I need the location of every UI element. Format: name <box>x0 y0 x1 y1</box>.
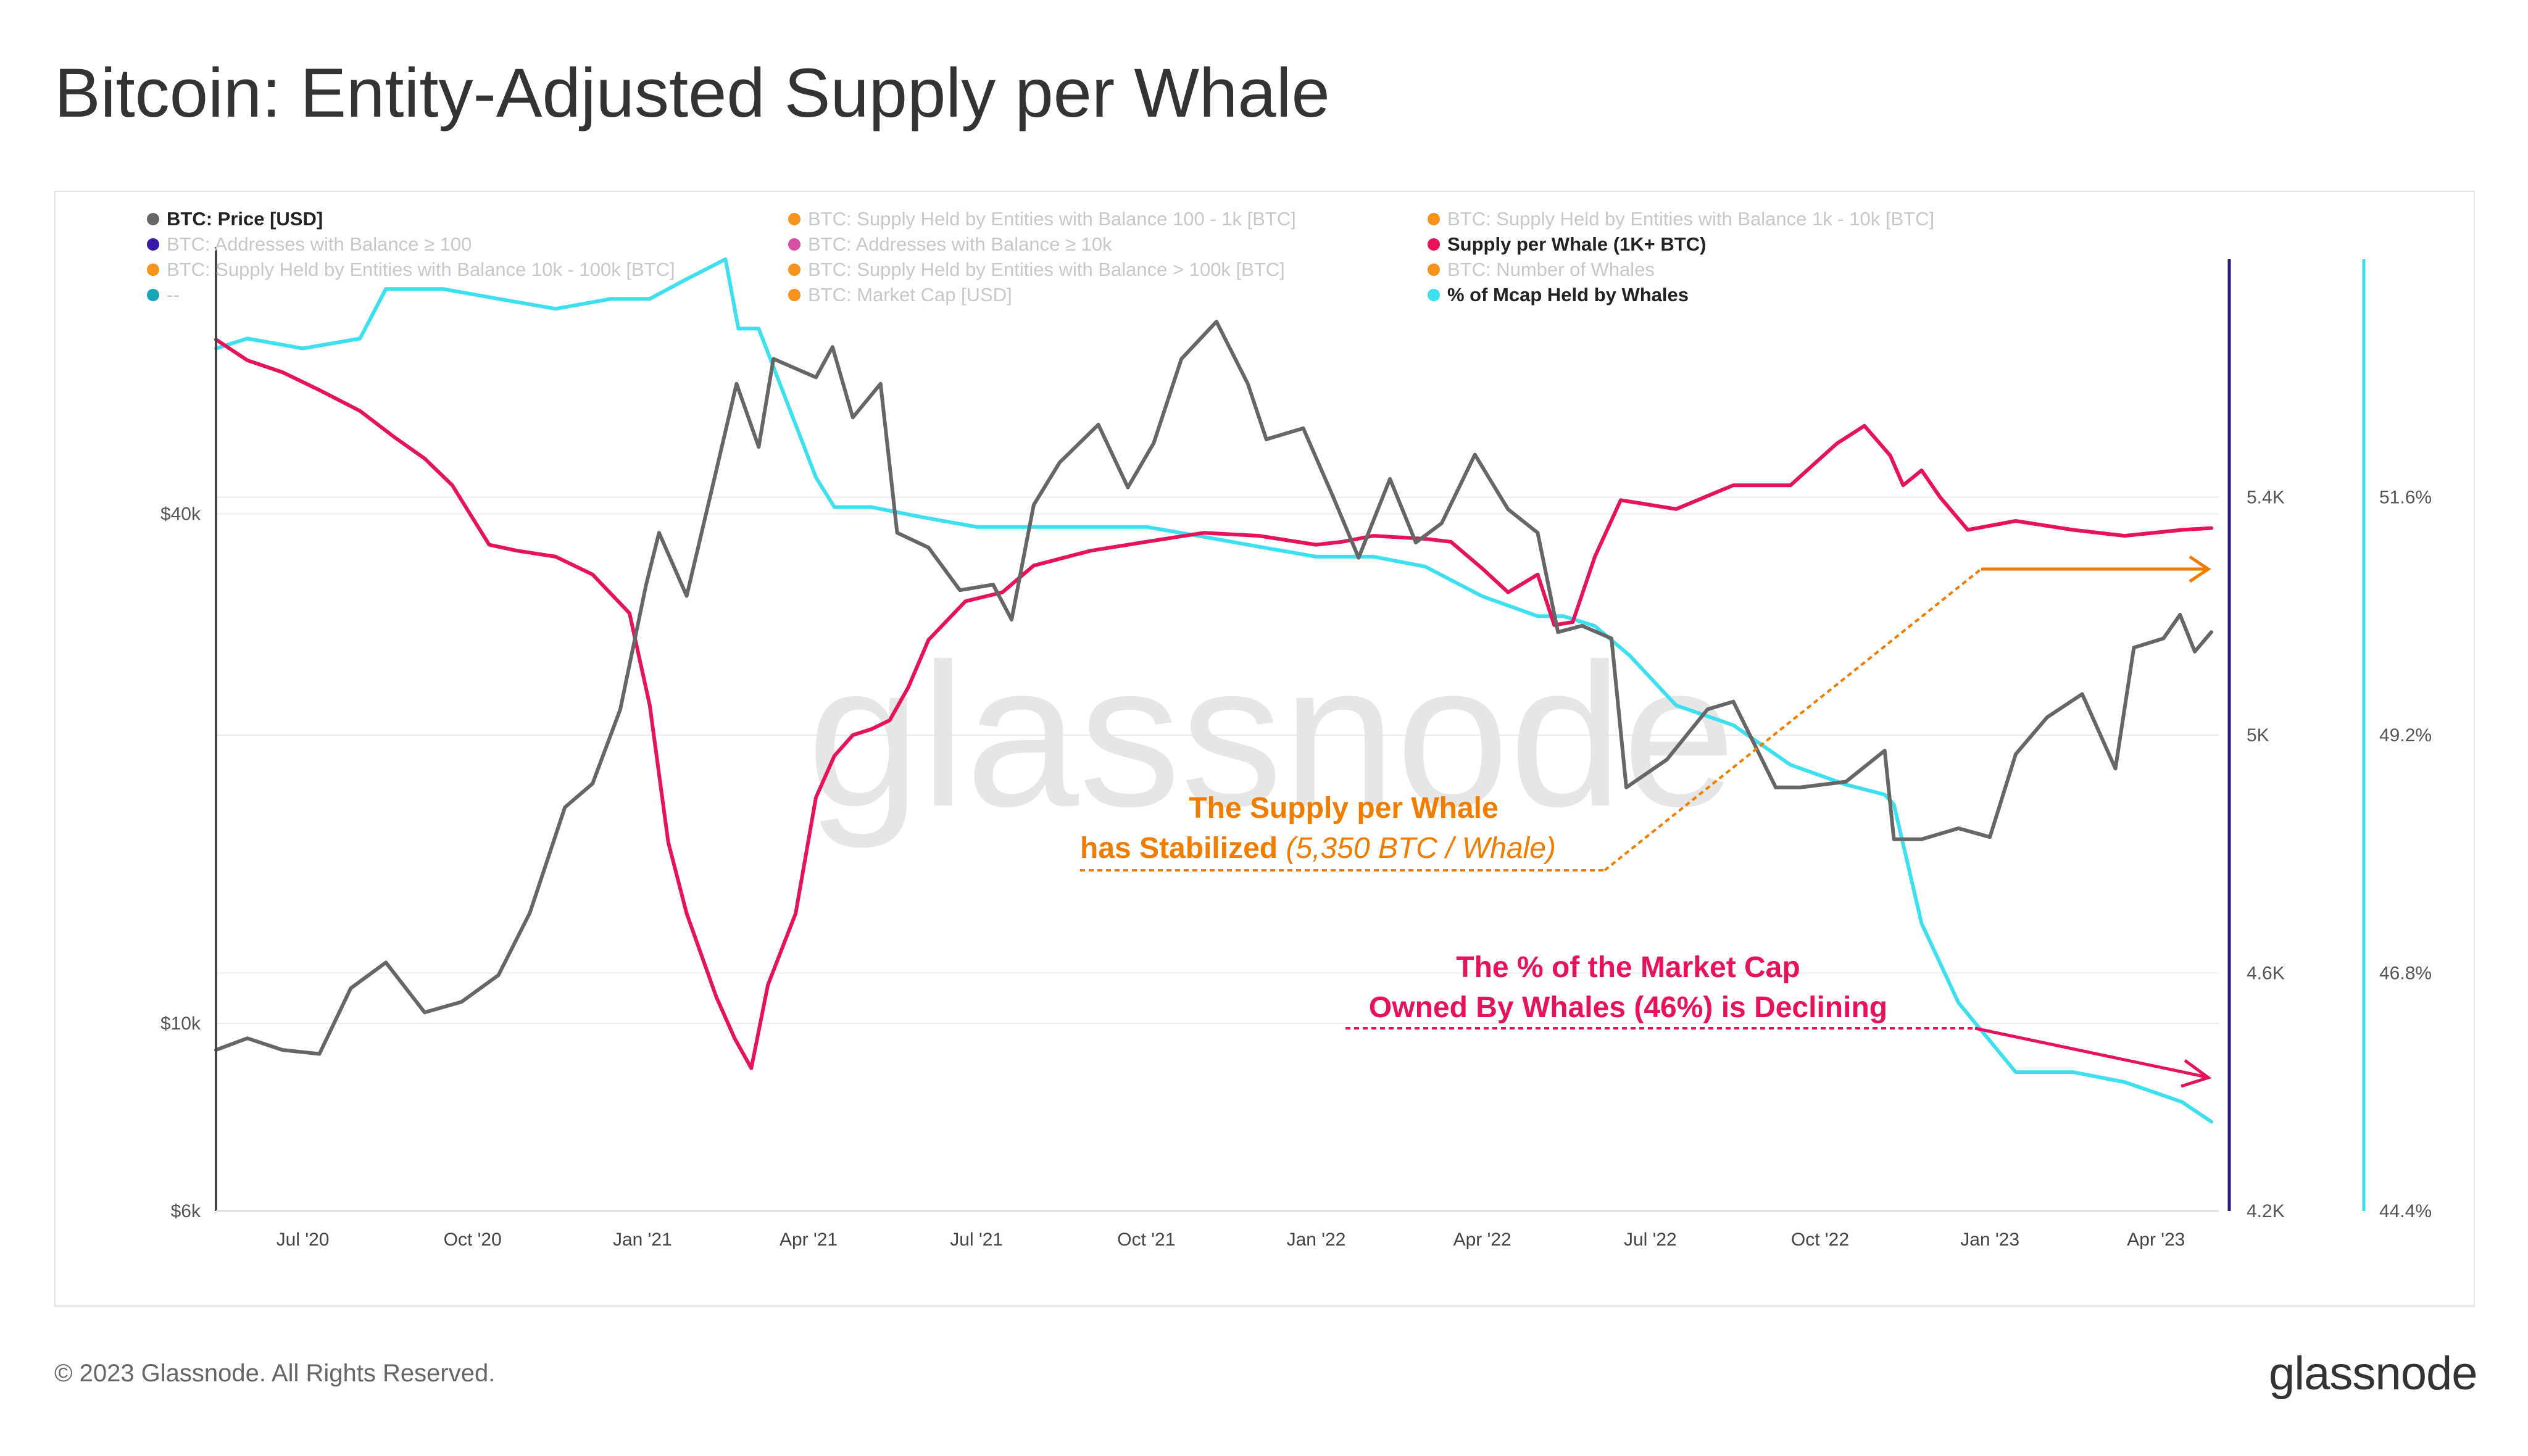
legend-item: BTC: Supply Held by Entities with Balanc… <box>147 259 675 280</box>
legend-item: BTC: Market Cap [USD] <box>788 284 1012 306</box>
x-tick-label: Jul '20 <box>276 1229 330 1250</box>
legend-label: BTC: Supply Held by Entities with Balanc… <box>808 208 1296 230</box>
legend-item: BTC: Price [USD] <box>147 208 323 230</box>
legend-label: BTC: Market Cap [USD] <box>808 284 1012 306</box>
glassnode-logo: glassnode <box>2269 1347 2477 1400</box>
legend-label: % of Mcap Held by Whales <box>1447 284 1689 306</box>
legend: BTC: Price [USD] BTC: Supply Held by Enti… <box>147 208 1934 306</box>
legend-item: -- <box>147 284 180 306</box>
legend-label: BTC: Number of Whales <box>1447 259 1655 280</box>
legend-item: % of Mcap Held by Whales <box>1428 284 1689 306</box>
x-tick-label: Oct '20 <box>444 1229 502 1250</box>
annotation-supply-value: (5,350 BTC / Whale) <box>1278 832 1556 865</box>
legend-label: BTC: Supply Held by Entities with Balanc… <box>1447 208 1934 230</box>
x-tick-label: Jan '23 <box>1960 1229 2019 1250</box>
y-right2-tick-label: 44.4% <box>2379 1201 2432 1221</box>
x-tick-label: Apr '23 <box>2127 1229 2185 1250</box>
legend-dot <box>147 264 159 276</box>
x-tick-label: Oct '22 <box>1791 1229 1849 1250</box>
x-tick-label: Oct '21 <box>1117 1229 1175 1250</box>
series-line-price <box>214 320 2213 1056</box>
annotation-supply-connector <box>1603 568 1982 872</box>
annotations: The Supply per Whale has Stabilized (5,35… <box>1080 555 2212 1088</box>
x-tick-label: Apr '21 <box>780 1229 838 1250</box>
arrowhead <box>2181 1059 2212 1088</box>
legend-label: BTC: Supply Held by Entities with Balanc… <box>167 259 675 280</box>
arrowhead <box>2189 555 2211 583</box>
legend-dot <box>1428 289 1440 301</box>
legend-dot <box>788 213 800 225</box>
y-left-tick-label: $10k <box>160 1013 201 1034</box>
legend-dot <box>788 238 800 251</box>
legend-item: BTC: Supply Held by Entities with Balanc… <box>1428 208 1934 230</box>
y-right1-tick-label: 4.2K <box>2247 1201 2285 1221</box>
y-right1-tick-label: 5.4K <box>2247 488 2285 508</box>
legend-dot <box>147 289 159 301</box>
chart-panel <box>54 191 2475 1307</box>
watermark: glassnode <box>807 621 1736 850</box>
x-tick-label: Jul '21 <box>950 1229 1003 1250</box>
x-tick-label: Jul '22 <box>1624 1229 1677 1250</box>
grid-lines <box>216 496 2219 1212</box>
annotation-mcap-arrow <box>1974 1026 2207 1079</box>
y-left-tick-label: $40k <box>160 504 201 525</box>
legend-dot <box>147 213 159 225</box>
x-tick-label: Apr '22 <box>1453 1229 1511 1250</box>
copyright-text: © 2023 Glassnode. All Rights Reserved. <box>54 1360 496 1387</box>
legend-dot <box>1428 238 1440 251</box>
legend-label: -- <box>167 284 180 306</box>
annotation-mcap-line1: The % of the Market Cap <box>1456 951 1800 984</box>
x-tick-label: Jan '22 <box>1287 1229 1346 1250</box>
legend-dot <box>1428 264 1440 276</box>
annotation-mcap-line2: Owned By Whales (46%) is Declining <box>1369 991 1887 1024</box>
legend-item: BTC: Addresses with Balance ≥ 100 <box>147 233 472 255</box>
legend-dot <box>788 289 800 301</box>
legend-label: BTC: Price [USD] <box>167 208 323 230</box>
legend-label: BTC: Addresses with Balance ≥ 100 <box>167 233 472 255</box>
legend-dot <box>147 238 159 251</box>
page-title: Bitcoin: Entity-Adjusted Supply per Whal… <box>54 54 1330 131</box>
y-right1-tick-label: 4.6K <box>2247 963 2285 984</box>
series-layer <box>214 257 2213 1124</box>
legend-label: BTC: Addresses with Balance ≥ 10k <box>808 233 1112 255</box>
y-right2-tick-label: 51.6% <box>2379 488 2432 508</box>
legend-item: BTC: Supply Held by Entities with Balanc… <box>788 208 1296 230</box>
annotation-supply-line2: has Stabilized (5,350 BTC / Whale) <box>1080 832 1556 865</box>
legend-dot <box>788 264 800 276</box>
y-right2-tick-label: 46.8% <box>2379 963 2432 984</box>
legend-dot <box>1428 213 1440 225</box>
legend-item: BTC: Addresses with Balance ≥ 10k <box>788 233 1112 255</box>
annotation-supply-bold: has Stabilized <box>1080 832 1278 865</box>
y-right2-tick-label: 49.2% <box>2379 725 2432 746</box>
y-right1-tick-label: 5K <box>2247 725 2269 746</box>
legend-item: Supply per Whale (1K+ BTC) <box>1428 233 1706 255</box>
axes: Jul '20 Oct '20 Jan '21 Apr '21 Jul '21 Oct '… <box>160 247 2432 1250</box>
x-tick-label: Jan '21 <box>613 1229 672 1250</box>
legend-label: BTC: Supply Held by Entities with Balanc… <box>808 259 1285 280</box>
annotation-supply-line1: The Supply per Whale <box>1189 792 1498 825</box>
legend-item: BTC: Number of Whales <box>1428 259 1655 280</box>
series-line-supply-per-whale <box>214 338 2213 1070</box>
y-left-tick-label: $6k <box>171 1201 201 1221</box>
legend-item: BTC: Supply Held by Entities with Balanc… <box>788 259 1285 280</box>
legend-label: Supply per Whale (1K+ BTC) <box>1447 233 1706 255</box>
